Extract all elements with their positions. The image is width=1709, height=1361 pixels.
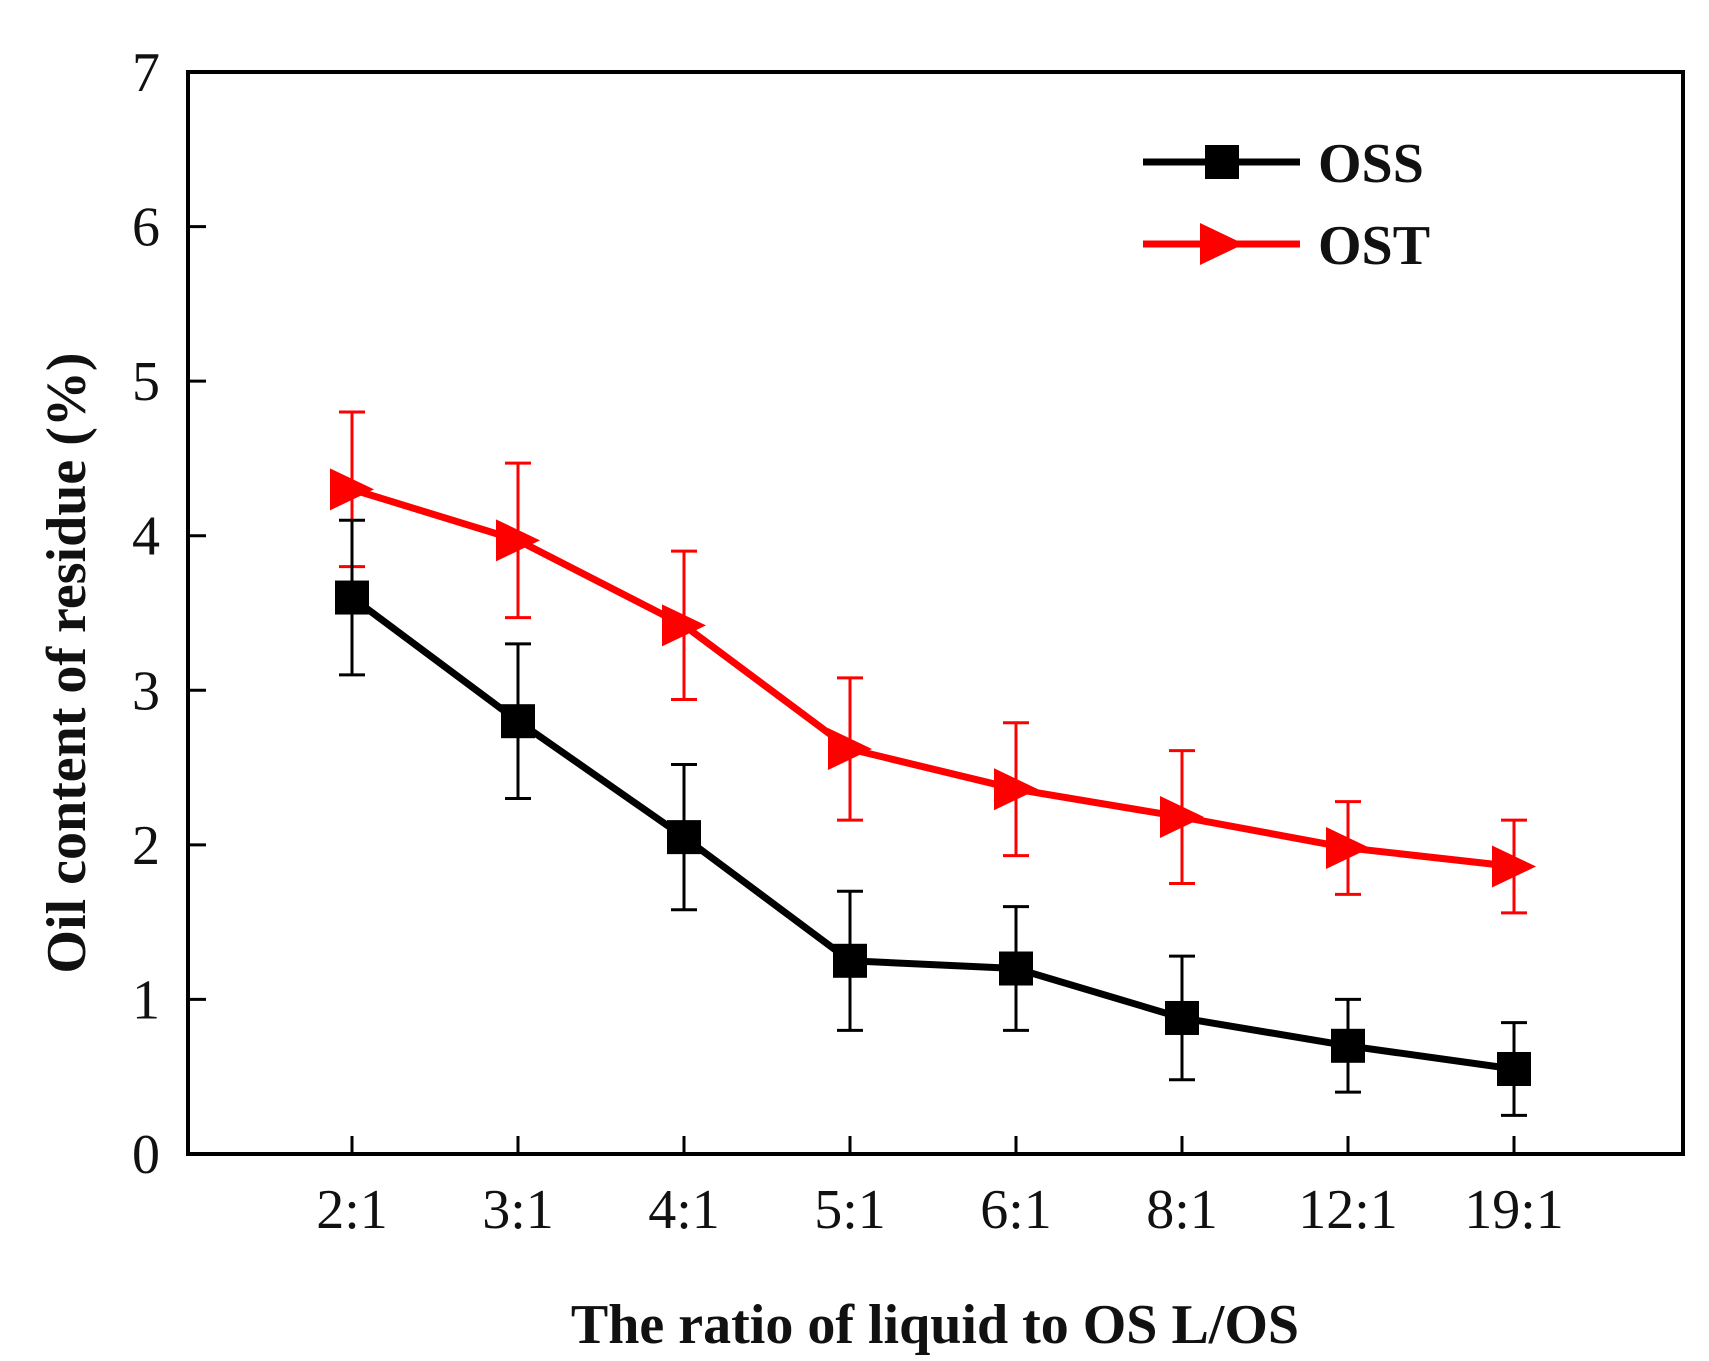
- y-axis: 0 1 2 3 4 5 6 7: [132, 42, 206, 1186]
- y-tick-label: 4: [132, 506, 160, 568]
- y-tick-label: 1: [132, 969, 160, 1031]
- series-line: [350, 485, 1515, 870]
- x-tick-label: 19:1: [1464, 1179, 1564, 1241]
- x-tick-label: 3:1: [482, 1179, 554, 1241]
- data-point: [994, 768, 1038, 811]
- data-point: [1326, 826, 1370, 869]
- data-point: [999, 951, 1033, 986]
- x-axis-title: The ratio of liquid to OS L/OS: [571, 1294, 1299, 1356]
- legend-label: OSS: [1318, 133, 1424, 195]
- x-tick-label: 5:1: [814, 1179, 886, 1241]
- y-tick-label: 3: [132, 660, 160, 722]
- legend-marker: [1200, 223, 1244, 265]
- legend-label: OST: [1318, 215, 1430, 277]
- x-tick-label: 8:1: [1146, 1179, 1218, 1241]
- x-tick-label: 2:1: [316, 1179, 388, 1241]
- legend-item: OST: [1143, 215, 1430, 277]
- x-tick-label: 4:1: [648, 1179, 720, 1241]
- data-point: [335, 580, 369, 615]
- data-point: [330, 468, 374, 511]
- plot-frame: [186, 70, 1685, 1156]
- y-tick-label: 0: [132, 1124, 160, 1186]
- series-layer: [330, 410, 1536, 1117]
- x-tick-label: 12:1: [1298, 1179, 1398, 1241]
- data-point: [667, 820, 701, 855]
- data-point: [828, 728, 872, 771]
- series-line: [349, 594, 1515, 1073]
- data-point: [662, 604, 706, 647]
- y-tick-label: 7: [132, 42, 160, 104]
- data-point: [1165, 1000, 1199, 1035]
- y-tick-label: 6: [132, 197, 160, 259]
- data-point: [1492, 845, 1536, 888]
- data-point: [1497, 1051, 1531, 1086]
- y-tick-label: 2: [132, 815, 160, 877]
- x-axis: 2:1 3:1 4:1 5:1 6:1 8:1 12:1 19:1: [316, 1136, 1564, 1241]
- legend: OSS OST: [1143, 133, 1430, 277]
- y-tick-label: 5: [132, 351, 160, 413]
- series-ost: [330, 410, 1536, 915]
- data-point: [496, 519, 540, 562]
- legend-item: OSS: [1143, 133, 1424, 195]
- legend-marker: [1205, 145, 1239, 179]
- data-point: [833, 943, 867, 978]
- data-point: [501, 704, 535, 739]
- data-point: [1160, 796, 1204, 839]
- y-axis-title: Oil content of residue (%): [36, 352, 98, 973]
- data-point: [1331, 1028, 1365, 1063]
- x-tick-label: 6:1: [980, 1179, 1052, 1241]
- series-oss: [335, 518, 1531, 1117]
